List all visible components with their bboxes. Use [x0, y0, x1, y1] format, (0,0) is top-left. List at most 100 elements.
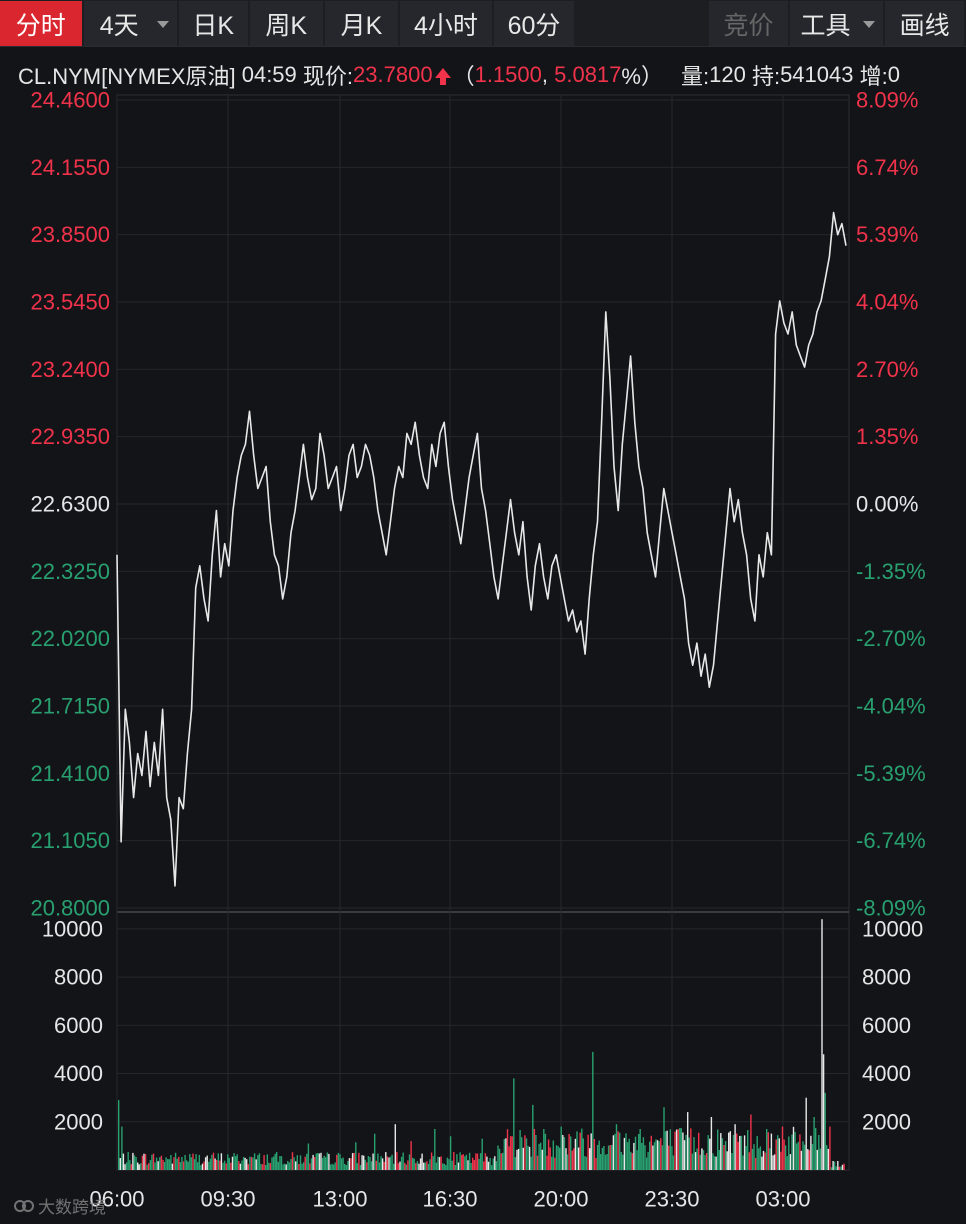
tab-daily-k[interactable]: 日K — [178, 1, 248, 46]
volume-bar — [358, 1152, 360, 1170]
volume-bar — [454, 1165, 456, 1170]
volume-bar — [408, 1154, 411, 1170]
volume-bar — [726, 1151, 728, 1170]
tab-weekly-k[interactable]: 周K — [249, 1, 323, 46]
tools-dropdown[interactable]: 工具 — [789, 1, 884, 46]
volume-value: 120 — [709, 62, 746, 87]
volume-bar — [203, 1161, 205, 1170]
volume-bar — [612, 1135, 615, 1170]
volume-bar — [227, 1154, 229, 1170]
volume-bar — [208, 1161, 210, 1170]
tab-monthly-k[interactable]: 月K — [324, 1, 399, 46]
volume-bar — [242, 1157, 245, 1170]
volume-bar — [137, 1162, 139, 1170]
volume-bar — [805, 1097, 807, 1170]
volume-bar — [140, 1163, 142, 1170]
tab-4day[interactable]: 4天 — [83, 1, 177, 46]
volume-bar — [272, 1156, 275, 1170]
volume-bar — [222, 1162, 224, 1170]
price-tick-label: 23.5450 — [30, 290, 110, 315]
volume-bar — [803, 1144, 806, 1170]
volume-bar — [549, 1147, 551, 1170]
volume-bar — [826, 1145, 828, 1170]
tab-auction[interactable]: 竞价 — [709, 1, 788, 46]
volume-bar — [513, 1078, 515, 1170]
volume-bar — [521, 1137, 523, 1170]
volume-bar — [802, 1141, 804, 1170]
volume-bar — [155, 1157, 158, 1170]
volume-bar — [598, 1140, 600, 1170]
draw-line-button[interactable]: 画线 — [885, 1, 964, 46]
increment-label: 增: — [859, 64, 888, 89]
volume-bar — [780, 1151, 782, 1170]
volume-bar — [299, 1155, 302, 1170]
pct-tick-label: -2.70% — [856, 626, 926, 651]
volume-bar — [603, 1146, 605, 1170]
volume-bar — [644, 1145, 646, 1170]
volume-bar — [363, 1155, 365, 1170]
volume-bar — [151, 1154, 153, 1170]
volume-bar — [827, 1148, 829, 1170]
volume-bar — [562, 1135, 564, 1170]
volume-bar — [628, 1138, 630, 1170]
volume-bar — [601, 1147, 603, 1170]
volume-bar — [307, 1143, 310, 1170]
volume-bar — [777, 1135, 779, 1170]
volume-bar — [334, 1162, 336, 1170]
volume-bar — [570, 1136, 572, 1170]
volume-bar — [279, 1156, 281, 1170]
tab-60min[interactable]: 60分 — [493, 1, 575, 46]
volume-bar — [253, 1153, 256, 1170]
volume-bar — [288, 1162, 291, 1170]
volume-bar — [418, 1163, 420, 1170]
volume-bar — [797, 1141, 799, 1170]
volume-bar — [595, 1157, 597, 1170]
volume-bar — [302, 1162, 305, 1170]
volume-bar — [796, 1143, 798, 1170]
volume-bar — [413, 1158, 415, 1170]
volume-bar — [732, 1134, 735, 1170]
tab-intraday[interactable]: 分时 — [0, 1, 82, 46]
volume-bar — [661, 1145, 664, 1170]
pct-tick-label: -1.35% — [856, 559, 926, 584]
volume-bar — [530, 1156, 532, 1170]
volume-bar — [265, 1165, 267, 1170]
volume-bar — [680, 1128, 682, 1170]
volume-bar — [119, 1158, 121, 1170]
volume-bar — [260, 1163, 262, 1170]
volume-bar — [682, 1132, 684, 1170]
volume-bar — [190, 1157, 193, 1170]
volume-bar — [424, 1162, 426, 1170]
symbol-name: CL.NYM[NYMEX原油] — [18, 64, 236, 89]
volume-bar — [378, 1162, 381, 1170]
volume-bar — [677, 1129, 679, 1170]
volume-bar — [394, 1124, 396, 1170]
volume-bar — [630, 1151, 632, 1170]
volume-bar — [756, 1136, 758, 1170]
volume-bar — [432, 1156, 434, 1170]
volume-bar — [421, 1153, 423, 1170]
volume-bar — [707, 1135, 709, 1170]
volume-bar — [314, 1157, 316, 1170]
volume-bar — [276, 1152, 278, 1170]
volume-bar — [381, 1158, 384, 1170]
volume-bar — [829, 1126, 831, 1170]
quote-info-bar: CL.NYM[NYMEX原油] 04:59 现价: 23.7800 （ 1.15… — [18, 60, 900, 90]
volume-bar — [498, 1148, 501, 1170]
volume-bar — [257, 1155, 259, 1170]
volume-bar — [310, 1158, 313, 1170]
volume-bar — [557, 1146, 559, 1170]
time-tick-label: 20:00 — [533, 1187, 588, 1212]
volume-bar — [773, 1154, 776, 1170]
volume-bar — [293, 1157, 295, 1170]
tab-4hour[interactable]: 4小时 — [400, 1, 492, 46]
volume-bar — [451, 1160, 453, 1170]
volume-bar — [579, 1132, 581, 1170]
volume-bar — [705, 1153, 708, 1170]
volume-bar — [652, 1145, 654, 1170]
volume-bar — [489, 1157, 491, 1170]
volume-bar — [449, 1136, 452, 1170]
volume-bar — [402, 1152, 404, 1170]
volume-bar — [269, 1163, 272, 1170]
